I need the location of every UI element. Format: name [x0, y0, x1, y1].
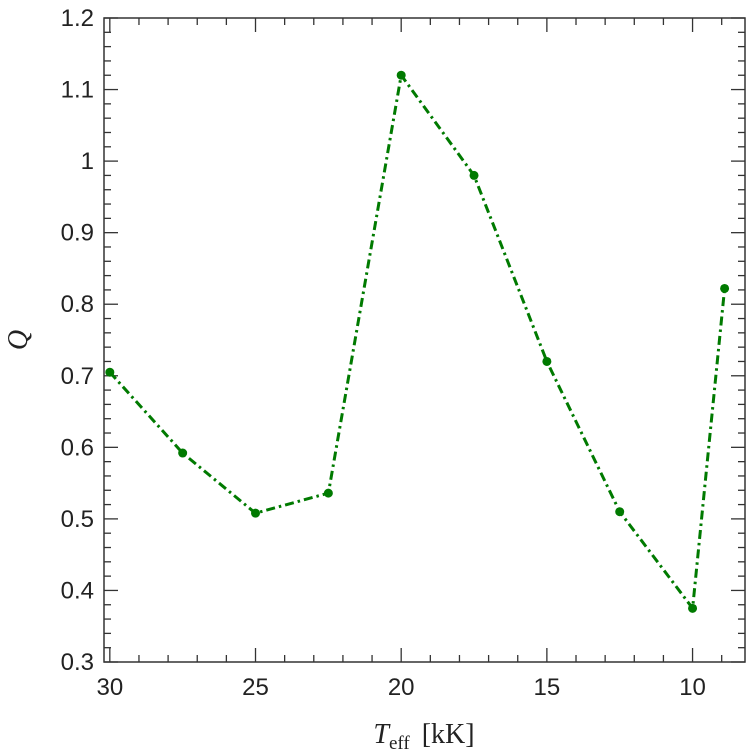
- y-tick-label: 0.7: [61, 363, 94, 390]
- x-tick-label: 30: [96, 674, 123, 701]
- y-tick-label: 1: [81, 148, 94, 175]
- x-tick-label: 20: [388, 674, 415, 701]
- x-axis-title-symbol: T: [373, 719, 391, 750]
- data-point: [396, 70, 406, 80]
- axis-ticks: [104, 17, 745, 663]
- data-point: [615, 507, 625, 517]
- data-point: [720, 283, 730, 293]
- y-tick-label: 0.6: [61, 434, 94, 461]
- series-line: [108, 73, 727, 610]
- x-axis-title: Teff [kK]: [373, 719, 474, 752]
- data-point: [542, 356, 552, 366]
- data-point: [251, 508, 261, 518]
- y-tick-label: 0.5: [61, 506, 94, 533]
- data-point: [323, 488, 333, 498]
- y-tick-label: 0.4: [61, 577, 94, 604]
- x-axis-title-unit: [kK]: [422, 719, 475, 750]
- axis-tick-labels: 0.3 0.4 0.5 0.6 0.7 0.8 0.9 1 1.1 1.2 30 25 20 15 10: [61, 5, 706, 701]
- y-tick-label: 1.2: [61, 5, 94, 32]
- y-axis-title: Q: [3, 330, 34, 350]
- series-layer: [105, 70, 730, 613]
- y-tick-label: 1.1: [61, 77, 94, 104]
- y-tick-label: 0.9: [61, 220, 94, 247]
- data-point: [105, 367, 115, 377]
- x-axis-title-subscript: eff: [389, 733, 410, 752]
- y-tick-label: 0.8: [61, 291, 94, 318]
- data-point: [469, 170, 479, 180]
- data-point: [688, 603, 698, 613]
- x-tick-label: 15: [534, 674, 561, 701]
- plot-frame: [103, 17, 746, 663]
- y-tick-label: 0.3: [61, 649, 94, 676]
- x-tick-label: 10: [679, 674, 706, 701]
- data-point: [178, 448, 188, 458]
- x-tick-label: 25: [242, 674, 269, 701]
